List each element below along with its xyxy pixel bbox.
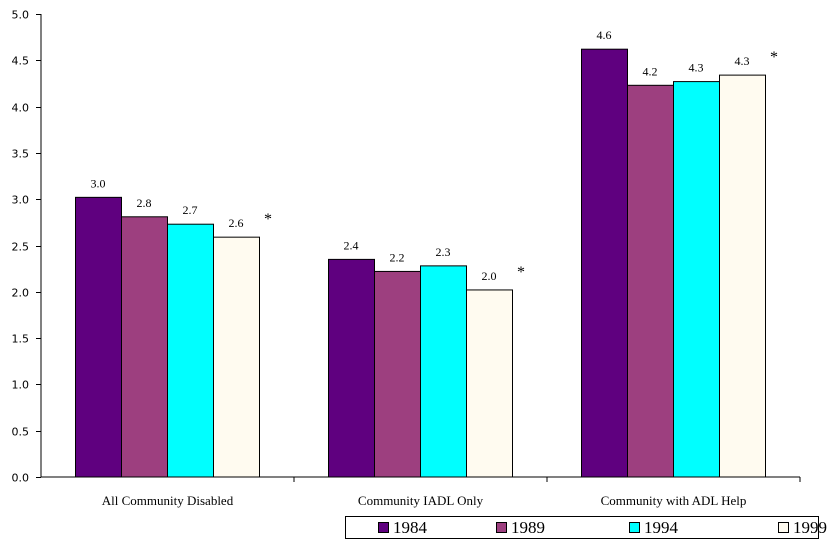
bar-1994 [420,265,467,478]
y-tick-label: 2.0 [12,287,30,300]
y-tick-label: 4.5 [12,55,30,68]
significance-marker: * [264,211,272,228]
legend-label: 1989 [511,517,545,537]
legend-swatch [778,522,789,533]
y-tick-label: 1.0 [12,379,30,392]
y-tick-label: 2.5 [12,241,30,254]
significance-marker: * [517,264,525,281]
legend-swatch [629,522,640,533]
legend-label: 1994 [644,517,678,537]
significance-marker: * [770,49,778,66]
data-label: 4.6 [597,28,612,42]
data-label: 3.0 [91,176,106,190]
y-tick-label: 5.0 [12,9,30,22]
data-label: 2.3 [436,245,451,259]
y-tick-label: 0.5 [12,426,30,439]
legend-item-1994: 1994 [629,518,678,538]
legend-swatch [496,522,507,533]
y-tick-label: 1.5 [12,333,30,346]
legend-label: 1984 [393,517,427,537]
data-label: 4.2 [643,64,658,78]
legend-swatch [378,522,389,533]
data-label: 2.4 [344,238,359,252]
legend-item-1999: 1999 [778,518,827,538]
data-label: 4.3 [735,54,750,68]
x-tick-label: Community with ADL Help [601,493,747,508]
legend-item-1984: 1984 [378,518,427,538]
y-tick-label: 4.0 [12,102,30,115]
bar-1984 [75,196,122,478]
data-label: 2.2 [390,250,405,264]
data-label: 4.3 [689,61,704,75]
bar-1994 [673,81,720,478]
bar-1989 [627,84,674,478]
data-label: 2.8 [137,196,152,210]
bar-1989 [121,216,168,478]
legend-label: 1999 [793,517,827,537]
legend: 1984 1989 1994 1999 [345,516,827,539]
x-tick-label: Community IADL Only [358,493,484,508]
bar-1984 [581,48,628,478]
data-label: 2.6 [229,216,244,230]
bar-1999 [213,236,260,478]
y-tick-label: 3.0 [12,194,30,207]
bar-1994 [167,223,214,478]
data-label: 2.7 [183,203,198,217]
bar-1989 [374,270,421,478]
x-tick-label: All Community Disabled [102,493,234,508]
bar-1999 [466,289,513,478]
y-tick-label: 0.0 [12,472,30,485]
bar-1984 [328,258,375,478]
legend-item-1989: 1989 [496,518,545,538]
y-tick-label: 3.5 [12,148,30,161]
bar-1999 [719,74,766,478]
data-label: 2.0 [482,269,497,283]
